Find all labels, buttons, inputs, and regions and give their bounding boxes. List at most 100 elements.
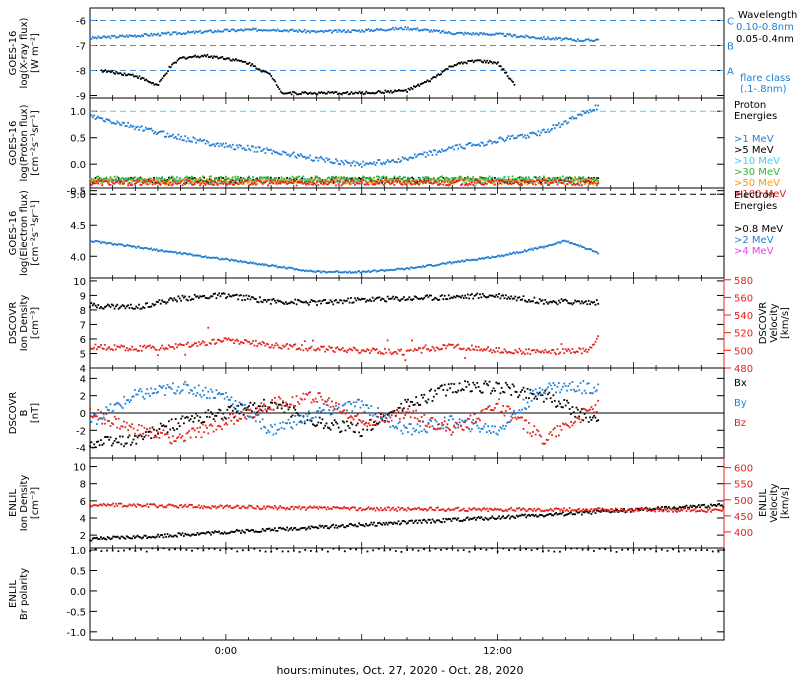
- data-point: [282, 150, 284, 153]
- data-point: [581, 352, 583, 355]
- data-point: [466, 31, 469, 34]
- data-point: [528, 179, 530, 182]
- data-point: [116, 441, 119, 444]
- data-point: [89, 37, 91, 40]
- data-point: [400, 267, 403, 270]
- data-point: [420, 351, 423, 354]
- data-point: [316, 30, 318, 33]
- data-point: [375, 348, 378, 351]
- data-point: [232, 58, 235, 61]
- data-point: [90, 347, 93, 350]
- data-point: [176, 252, 178, 255]
- data-point: [432, 180, 435, 183]
- data-point: [415, 179, 418, 181]
- data-point: [533, 349, 536, 351]
- data-point: [467, 59, 470, 62]
- data-point: [132, 348, 135, 351]
- data-point: [312, 182, 314, 185]
- data-point: [489, 348, 492, 351]
- data-point: [593, 250, 596, 253]
- data-point: [347, 424, 350, 427]
- data-point: [292, 90, 294, 93]
- data-point: [510, 351, 513, 354]
- data-point: [110, 71, 112, 73]
- data-point: [102, 307, 105, 310]
- data-point: [458, 179, 461, 182]
- data-point: [572, 302, 575, 304]
- data-point: [113, 344, 116, 347]
- data-point: [94, 182, 97, 185]
- data-point: [578, 245, 581, 248]
- data-point: [302, 175, 305, 178]
- data-point: [415, 28, 418, 31]
- data-point: [199, 181, 202, 184]
- data-point: [472, 183, 475, 186]
- data-point: [229, 182, 231, 185]
- data-point: [343, 176, 346, 179]
- data-point: [540, 183, 543, 186]
- data-point: [522, 136, 525, 139]
- data-point: [439, 348, 442, 351]
- data-point: [140, 177, 143, 180]
- data-point: [249, 343, 252, 345]
- data-point: [590, 110, 593, 113]
- data-point: [351, 271, 354, 274]
- data-point: [574, 183, 577, 186]
- data-point: [426, 79, 429, 82]
- data-point: [237, 409, 240, 412]
- data-point: [105, 71, 108, 73]
- data-point: [271, 344, 274, 346]
- data-point: [253, 411, 256, 414]
- data-point: [123, 395, 125, 398]
- data-point: [181, 178, 184, 181]
- data-point: [382, 298, 385, 300]
- data-point: [508, 351, 511, 354]
- data-point: [185, 415, 188, 418]
- data-point: [313, 159, 316, 162]
- data-point: [450, 180, 453, 183]
- data-point: [129, 178, 132, 180]
- data-point: [265, 147, 268, 150]
- data-point: [547, 302, 549, 305]
- data-point: [271, 426, 274, 428]
- data-point: [522, 35, 525, 38]
- data-point: [333, 419, 336, 422]
- data-point: [390, 353, 393, 356]
- data-point: [460, 184, 462, 187]
- data-point: [591, 177, 594, 180]
- data-point: [334, 91, 336, 93]
- data-point: [458, 347, 461, 350]
- data-point: [257, 413, 260, 416]
- data-point: [284, 178, 287, 181]
- data-point: [143, 344, 146, 347]
- y-axis-label: [cm⁻²s⁻¹sr⁻¹]: [30, 200, 41, 266]
- data-point: [172, 180, 174, 183]
- data-point: [419, 29, 422, 32]
- data-point: [538, 175, 541, 178]
- y-tick-label: 4.5: [70, 221, 86, 232]
- data-point: [597, 335, 600, 338]
- data-point: [184, 33, 187, 36]
- data-point: [112, 181, 115, 184]
- data-point: [465, 258, 468, 261]
- data-point: [180, 181, 183, 184]
- data-point: [138, 75, 141, 78]
- data-point: [240, 341, 242, 344]
- data-point: [528, 397, 530, 400]
- data-point: [264, 179, 267, 182]
- data-point: [499, 178, 502, 181]
- data-point: [295, 268, 298, 270]
- data-point: [541, 299, 544, 302]
- data-point: [309, 347, 312, 349]
- data-point: [362, 160, 365, 163]
- data-point: [161, 387, 164, 389]
- data-point: [182, 178, 185, 181]
- data-point: [241, 179, 244, 182]
- data-point: [360, 182, 363, 185]
- data-point: [284, 29, 287, 32]
- data-point: [412, 179, 415, 182]
- legend-title: Electron: [734, 190, 775, 201]
- y-tick-label: 6: [80, 335, 86, 346]
- data-point: [325, 348, 328, 351]
- data-point: [400, 26, 403, 29]
